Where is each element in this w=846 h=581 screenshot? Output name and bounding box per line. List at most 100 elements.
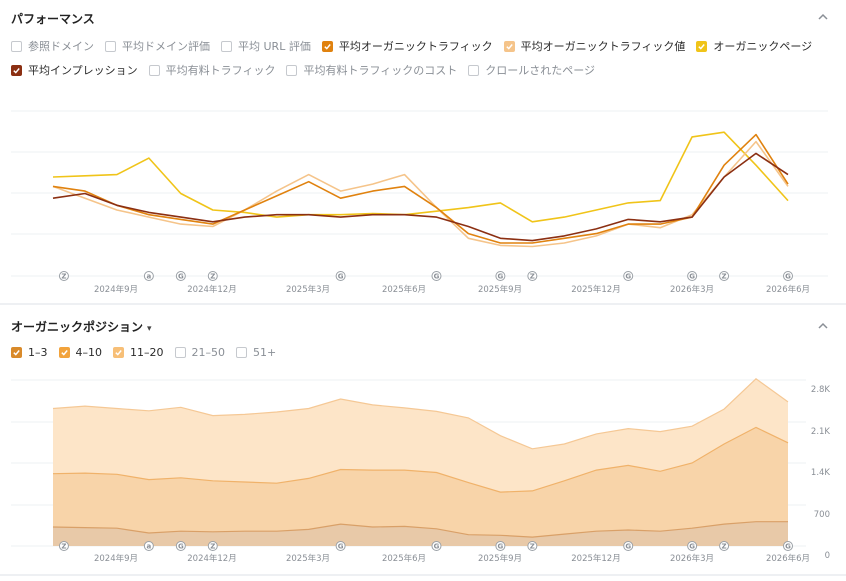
x-tick-label: 2026年6月	[766, 553, 810, 564]
chevron-up-icon	[818, 13, 828, 20]
performance-section: パフォーマンス 参照ドメイン 平均ドメイン評価 平均 URL 評価 平均オーガニックト…	[0, 0, 846, 303]
svg-text:G: G	[625, 543, 631, 551]
legend-item-3[interactable]: クロールされたページ	[468, 62, 595, 78]
svg-text:a: a	[147, 273, 152, 281]
series-line-0[interactable]	[52, 131, 789, 223]
checkbox-checked-icon[interactable]	[113, 347, 124, 358]
checkbox-unchecked-icon[interactable]	[105, 40, 116, 52]
legend-label: 参照ドメイン	[28, 40, 94, 53]
organic-positions-section: オーガニックポジション ▾ 1–3 4–10 11–20 21–50 51+ 2.8K 2.…	[0, 305, 846, 581]
svg-text:Z: Z	[722, 543, 727, 551]
y-tick-label: 0	[825, 551, 830, 561]
checkbox-checked-icon[interactable]	[11, 347, 22, 358]
annotation-marker-Z-icon[interactable]: Z	[527, 541, 538, 551]
series-line-1[interactable]	[52, 140, 789, 248]
legend-item-1[interactable]: 平均ドメイン評価	[105, 38, 210, 54]
section-divider	[0, 303, 846, 305]
legend-item-5[interactable]: オーガニックページ	[696, 38, 812, 54]
legend-label: 平均オーガニックトラフィック値	[520, 40, 686, 53]
area-series-0[interactable]	[53, 521, 788, 546]
legend-item-2[interactable]: 平均有料トラフィックのコスト	[286, 62, 457, 78]
svg-text:Z: Z	[61, 273, 66, 281]
svg-text:G: G	[434, 543, 440, 551]
legend-item-0[interactable]: 1–3	[11, 346, 48, 359]
legend-label: 平均有料トラフィック	[165, 64, 276, 77]
checkbox-unchecked-icon[interactable]	[221, 40, 232, 52]
legend-item-4[interactable]: 平均オーガニックトラフィック値	[503, 38, 686, 54]
legend-item-1[interactable]: 4–10	[58, 346, 102, 359]
legend-item-0[interactable]: 平均インプレッション	[11, 62, 138, 78]
svg-text:G: G	[625, 273, 631, 281]
svg-text:G: G	[178, 273, 184, 281]
svg-text:G: G	[338, 543, 344, 551]
annotation-marker-Z-icon[interactable]: Z	[207, 541, 218, 551]
legend-item-3[interactable]: 21–50	[174, 346, 225, 359]
annotation-marker-G-icon[interactable]: G	[175, 271, 186, 281]
checkbox-unchecked-icon[interactable]	[148, 64, 160, 76]
positions-legend: 1–3 4–10 11–20 21–50 51+	[11, 346, 287, 359]
legend-item-0[interactable]: 参照ドメイン	[11, 38, 94, 54]
annotation-marker-Z-icon[interactable]: Z	[719, 541, 730, 551]
positions-chart[interactable]: 2.8K 2.1K 1.4K 700 0 Z a G Z G G G Z G G Z G 2024年9月 2024年…	[0, 305, 846, 581]
annotation-marker-G-icon[interactable]: G	[495, 541, 506, 551]
annotation-marker-G-icon[interactable]: G	[431, 271, 442, 281]
svg-text:a: a	[147, 543, 152, 551]
checkbox-checked-icon[interactable]	[58, 347, 70, 358]
legend-label: クロールされたページ	[485, 64, 596, 77]
annotation-marker-G-icon[interactable]: G	[623, 541, 634, 551]
legend-label: 51+	[253, 346, 277, 359]
annotation-marker-Z-icon[interactable]: Z	[719, 271, 730, 281]
series-line-2[interactable]	[52, 133, 789, 244]
series-line-3[interactable]	[52, 152, 789, 242]
y-tick-label: 1.4K	[811, 468, 831, 478]
annotation-marker-Z-icon[interactable]: Z	[58, 541, 69, 551]
legend-label: 11–20	[130, 346, 164, 359]
x-tick-label: 2024年12月	[187, 553, 236, 564]
x-tick-label: 2024年9月	[94, 553, 138, 564]
chevron-up-icon	[818, 322, 828, 329]
annotation-marker-Z-icon[interactable]: Z	[58, 271, 69, 281]
checkbox-checked-icon[interactable]	[11, 64, 22, 76]
annotation-marker-Z-icon[interactable]: Z	[527, 271, 538, 281]
annotation-marker-a-icon[interactable]: a	[143, 541, 154, 551]
annotation-marker-G-icon[interactable]: G	[783, 541, 793, 551]
checkbox-unchecked-icon[interactable]	[286, 64, 298, 76]
legend-label: 平均有料トラフィックのコスト	[303, 64, 458, 77]
annotation-marker-G-icon[interactable]: G	[495, 271, 506, 281]
annotation-marker-G-icon[interactable]: G	[687, 541, 698, 551]
checkbox-checked-icon[interactable]	[696, 40, 708, 52]
legend-item-1[interactable]: 平均有料トラフィック	[148, 62, 276, 78]
checkbox-checked-icon[interactable]	[503, 40, 515, 52]
svg-text:G: G	[785, 543, 791, 551]
annotation-marker-G-icon[interactable]: G	[175, 541, 186, 551]
annotation-marker-Z-icon[interactable]: Z	[207, 271, 218, 281]
svg-text:Z: Z	[210, 273, 215, 281]
annotation-marker-G-icon[interactable]: G	[687, 271, 698, 281]
checkbox-checked-icon[interactable]	[321, 40, 333, 52]
checkbox-unchecked-icon[interactable]	[11, 40, 22, 52]
annotation-marker-G-icon[interactable]: G	[783, 271, 793, 281]
legend-item-4[interactable]: 51+	[236, 346, 276, 359]
legend-item-2[interactable]: 11–20	[113, 346, 164, 359]
annotation-marker-G-icon[interactable]: G	[623, 271, 634, 281]
checkbox-unchecked-icon[interactable]	[468, 64, 480, 76]
y-tick-label: 2.8K	[811, 385, 831, 395]
x-tick-label: 2025年3月	[286, 553, 330, 564]
legend-label: 平均インプレッション	[28, 64, 138, 77]
annotation-marker-G-icon[interactable]: G	[335, 271, 346, 281]
positions-collapse-button[interactable]	[816, 319, 830, 333]
checkbox-unchecked-icon[interactable]	[236, 347, 247, 358]
annotation-marker-a-icon[interactable]: a	[143, 271, 154, 281]
legend-item-2[interactable]: 平均 URL 評価	[221, 38, 311, 54]
x-tick-label: 2025年12月	[571, 553, 620, 564]
legend-label: 平均ドメイン評価	[122, 40, 210, 53]
area-edge-2	[52, 378, 789, 450]
checkbox-unchecked-icon[interactable]	[174, 347, 186, 358]
annotation-marker-G-icon[interactable]: G	[431, 541, 442, 551]
performance-collapse-button[interactable]	[816, 10, 830, 24]
organic-positions-title[interactable]: オーガニックポジション ▾	[11, 318, 152, 335]
legend-item-3[interactable]: 平均オーガニックトラフィック	[321, 38, 493, 54]
area-series-1[interactable]	[53, 427, 788, 546]
annotation-marker-G-icon[interactable]: G	[335, 541, 346, 551]
